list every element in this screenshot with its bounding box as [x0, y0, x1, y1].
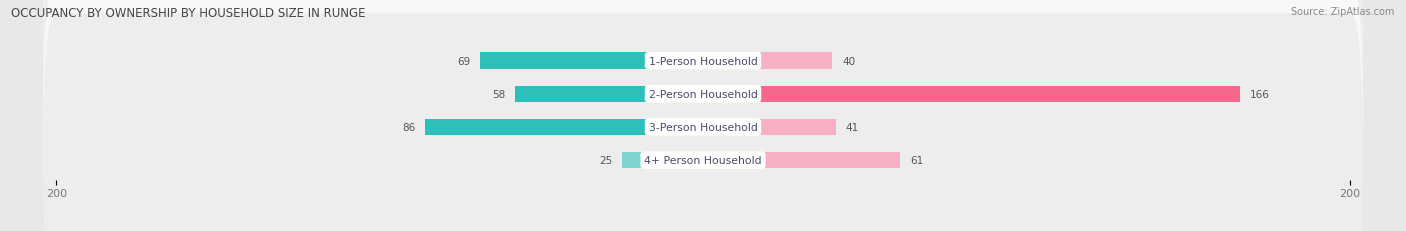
Text: Source: ZipAtlas.com: Source: ZipAtlas.com	[1291, 7, 1395, 17]
Bar	[703, 119, 835, 136]
Bar	[479, 53, 703, 70]
Legend: Owner-occupied, Renter-occupied: Owner-occupied, Renter-occupied	[586, 228, 820, 231]
Text: 25: 25	[599, 155, 613, 165]
Text: 69: 69	[457, 56, 470, 66]
Text: 1-Person Household: 1-Person Household	[648, 56, 758, 66]
Text: 61: 61	[910, 155, 924, 165]
Bar	[425, 119, 703, 136]
Text: 3-Person Household: 3-Person Household	[648, 122, 758, 132]
Bar	[516, 86, 703, 103]
Text: 86: 86	[402, 122, 415, 132]
FancyBboxPatch shape	[44, 0, 1362, 231]
Text: 166: 166	[1250, 89, 1270, 99]
Text: 4+ Person Household: 4+ Person Household	[644, 155, 762, 165]
Text: 58: 58	[492, 89, 506, 99]
Text: 40: 40	[842, 56, 855, 66]
Text: OCCUPANCY BY OWNERSHIP BY HOUSEHOLD SIZE IN RUNGE: OCCUPANCY BY OWNERSHIP BY HOUSEHOLD SIZE…	[11, 7, 366, 20]
Bar	[703, 53, 832, 70]
FancyBboxPatch shape	[44, 0, 1362, 231]
Bar	[703, 152, 900, 169]
Text: 41: 41	[845, 122, 859, 132]
Text: 2-Person Household: 2-Person Household	[648, 89, 758, 99]
Bar	[703, 86, 1240, 103]
FancyBboxPatch shape	[44, 14, 1362, 231]
FancyBboxPatch shape	[44, 0, 1362, 208]
Bar	[621, 152, 703, 169]
